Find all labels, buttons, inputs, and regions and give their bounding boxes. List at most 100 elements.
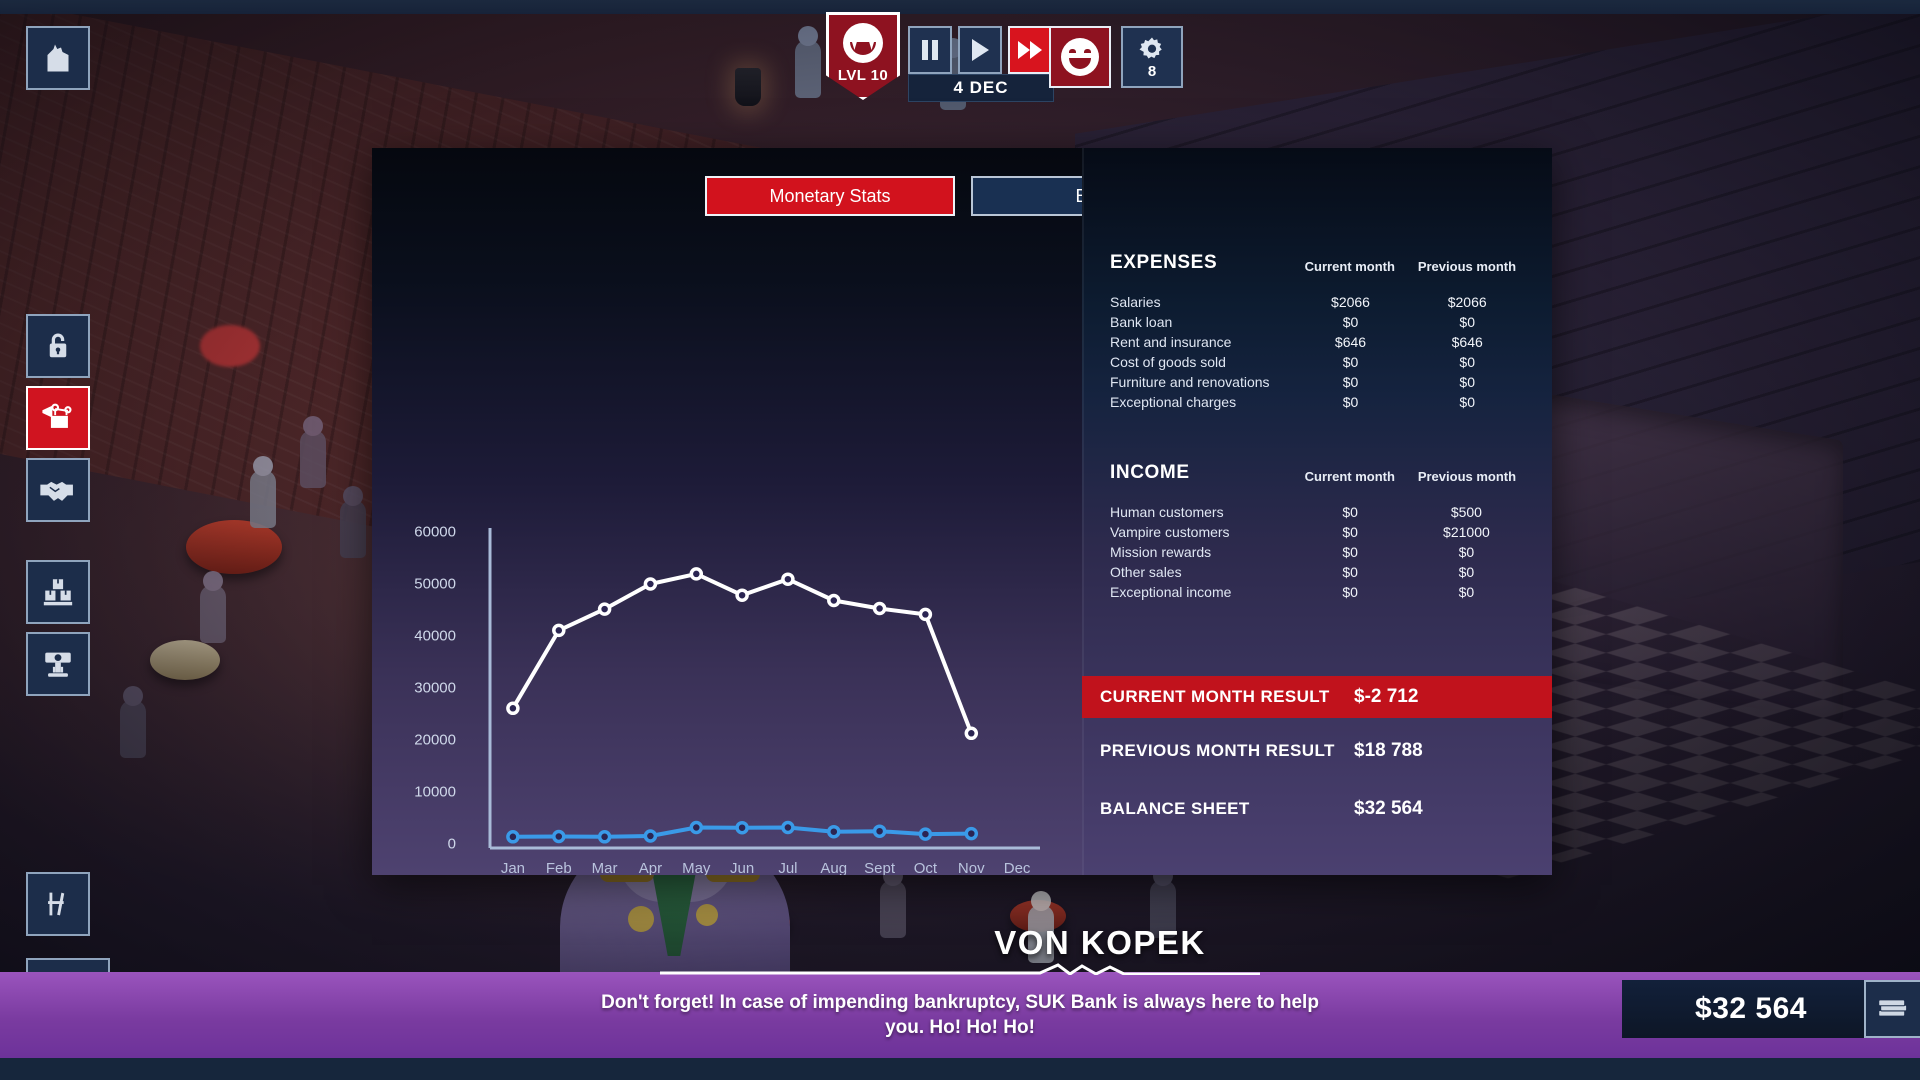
row-label: Other sales [1110,564,1182,580]
chart-data-point [689,567,704,581]
expenses-title: EXPENSES [1110,252,1218,273]
lock-icon [49,333,67,358]
results-section: CURRENT MONTH RESULT $-2 712 PREVIOUS MONT… [1082,676,1552,830]
expenses-section: EXPENSES Current month Previous month Sa… [1110,252,1526,412]
row-current-value: $0 [1342,544,1358,560]
row-label: Exceptional income [1110,584,1232,600]
chart-data-point [506,701,520,716]
table-row: Other sales $0 $0 [1110,562,1526,582]
y-tick-60000: 60000 [414,523,456,541]
x-tick-label: Jan [500,860,525,875]
chart-data-point [735,820,749,835]
sidebar-item-marketing[interactable] [26,386,90,450]
x-tick-label: Jul [778,860,798,875]
row-label: Exceptional charges [1110,394,1237,410]
money-button[interactable] [1864,980,1920,1038]
y-tick-30000: 30000 [414,679,456,697]
x-tick-label: Oct [913,860,938,875]
banner-zigzag-decoration [660,963,1260,975]
haunted-house-icon [47,44,69,72]
table-row: Cost of goods sold $0 $0 [1110,352,1526,372]
row-label: Mission rewards [1110,544,1212,560]
sidebar-item-stock[interactable] [26,560,90,624]
x-tick-label: Nov [957,860,985,875]
table-row: Human customers $0 $500 [1110,502,1526,522]
row-current-value: $0 [1342,314,1359,330]
result-row: BALANCE SHEET $32 564 [1082,788,1552,830]
date-display: 4 DEC [908,74,1054,102]
row-label: Salaries [1110,294,1161,310]
y-tick-0: 0 [447,835,456,853]
chart-data-point [506,830,520,844]
play-button[interactable] [958,26,1002,74]
handshake-icon [40,481,73,501]
chart-data-point [918,827,933,841]
sidebar-item-haunted-house[interactable] [26,26,90,90]
row-previous-value: $646 [1451,334,1483,350]
result-value: $32 564 [1354,798,1423,819]
row-current-value: $0 [1342,564,1358,580]
x-tick-label: Feb [545,860,572,875]
sidebar-item-equipment[interactable] [26,632,90,696]
sidebar-item-lock[interactable] [26,314,90,378]
chart-data-point [827,593,841,608]
sidebar-item-furniture[interactable] [26,872,90,936]
row-previous-value: $21000 [1443,524,1490,540]
row-current-value: $2066 [1331,294,1370,310]
chart-plot-area [488,528,1040,850]
row-previous-value: $0 [1458,544,1475,560]
row-previous-value: $0 [1458,564,1475,580]
chart-data-point [964,826,979,841]
money-display: $32 564 [1622,980,1880,1038]
boxes-icon [43,579,73,606]
table-row: Furniture and renovations $0 $0 [1110,372,1526,392]
row-previous-value: $0 [1459,374,1475,390]
chair-icon [48,892,65,916]
chart-data-point [689,820,704,835]
row-previous-value: $500 [1450,504,1482,520]
chart-data-point [643,577,658,591]
row-previous-value: $0 [1459,314,1475,330]
financial-summary-column: EXPENSES Current month Previous month Sa… [1082,148,1552,875]
table-row: Exceptional income $0 $0 [1110,582,1526,602]
bottom-strip [0,1058,1920,1080]
tip-banner: Don't forget! In case of impending bankr… [0,963,1920,1058]
pause-button[interactable] [908,26,952,74]
row-current-value: $0 [1342,524,1358,540]
happiness-button[interactable] [1049,26,1111,88]
chart-data-point [552,829,566,844]
fast-forward-button[interactable] [1008,26,1052,74]
row-label: Cost of goods sold [1110,354,1226,370]
x-tick-label: Sept [864,860,896,875]
chart-data-point [643,829,658,843]
result-label: CURRENT MONTH RESULT [1100,687,1330,706]
tab-monetary-stats[interactable]: Monetary Stats [705,176,955,216]
chart-data-point [964,726,979,741]
chart-data-point [597,830,612,844]
sidebar-item-deals[interactable] [26,458,90,522]
chart-data-point [872,824,887,838]
row-current-value: $646 [1334,334,1367,350]
x-tick-label: Jun [729,860,755,875]
table-row: Rent and insurance $646 $646 [1110,332,1526,352]
y-tick-50000: 50000 [414,575,456,593]
pause-icon [921,40,939,60]
row-previous-value: $0 [1459,394,1475,410]
settings-build-button[interactable]: 8 [1121,26,1183,88]
gear-wrench-icon [1139,37,1162,58]
row-current-value: $0 [1342,374,1359,390]
result-row: CURRENT MONTH RESULT $-2 712 [1082,676,1552,718]
income-title: INCOME [1110,462,1190,483]
play-icon [971,39,989,61]
vampire-face-icon [843,23,883,63]
gear-count-label: 8 [1147,62,1157,80]
x-tick-label: Apr [638,860,663,875]
character-name-label: VON KOPEK [994,924,1206,961]
monetary-line-chart: 60000 50000 40000 30000 20000 10000 0 Ja… [400,388,1080,875]
chart-data-point [781,572,795,586]
money-stack-icon [1878,999,1908,1017]
chart-data-point [735,588,749,602]
result-value: $18 788 [1354,740,1423,761]
tip-banner-text: Don't forget! In case of impending bankr… [601,991,1319,1038]
expenses-col-previous: Previous month [1417,259,1517,274]
